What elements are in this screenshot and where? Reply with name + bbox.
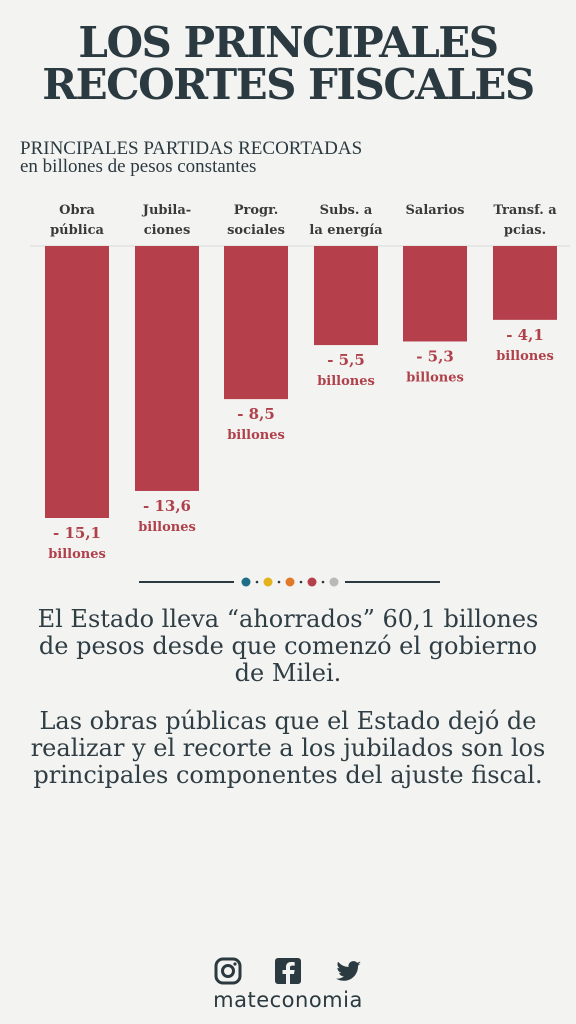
category-label: la energía [309,223,383,238]
bar [493,246,557,320]
category-label: Jubila- [142,203,191,218]
value-label: - 5,5 [327,351,365,369]
subtitle-line-1: PRINCIPALES PARTIDAS RECORTADAS [20,138,363,159]
paragraph-detail: Las obras públicas que el Estado dejó de… [30,707,546,789]
category-label: pcias. [504,223,546,238]
divider [139,577,440,587]
value-label: - 8,5 [237,405,275,423]
value-label: - 5,3 [416,347,454,365]
category-label: Salarios [406,203,465,218]
divider-dot-small [321,580,325,584]
category-label: Progr. [234,203,279,218]
value-unit-label: billones [496,349,554,364]
category-label: pública [50,223,104,238]
category-label: sociales [227,223,285,238]
value-unit-label: billones [406,370,464,385]
value-label: - 4,1 [506,326,544,344]
bar [224,246,288,400]
divider-dot-small [255,580,259,584]
bar [314,246,378,346]
page-title: LOS PRINCIPALES RECORTES FISCALES [0,22,576,106]
divider-dot [285,577,295,587]
divider-dot-small [299,580,303,584]
category-label: Transf. a [493,203,557,218]
title-line-2: RECORTES FISCALES [42,60,535,109]
brand-logo: mateconomia [213,988,363,1012]
twitter-icon[interactable] [333,956,363,986]
value-label: - 15,1 [53,524,101,542]
bar-chart: Obra pública - 15,1 billones Jubila-ciones - … [30,203,570,562]
title-line-1: LOS PRINCIPALES [78,18,499,67]
chart-subtitle: PRINCIPALES PARTIDAS RECORTADAS en billo… [20,138,363,177]
paragraph-summary: El Estado lleva “ahorrados” 60,1 billone… [37,605,539,687]
facebook-icon[interactable] [273,956,303,986]
bar [45,246,109,518]
category-label: ciones [144,223,191,238]
value-unit-label: billones [317,374,375,389]
divider-dot [263,577,273,587]
divider-dot [329,577,339,587]
divider-dot [307,577,317,587]
category-label: Subs. a [320,203,373,218]
value-unit-label: billones [138,520,196,535]
instagram-icon[interactable] [213,956,243,986]
social-links [0,956,576,986]
value-unit-label: billones [48,547,106,562]
bar [403,246,467,342]
divider-dot [241,577,251,587]
divider-dot-small [277,580,281,584]
bar [135,246,199,491]
category-label: Obra [59,203,95,218]
subtitle-line-2: en billones de pesos constantes [20,156,257,177]
value-label: - 13,6 [143,497,191,515]
value-unit-label: billones [227,428,285,443]
